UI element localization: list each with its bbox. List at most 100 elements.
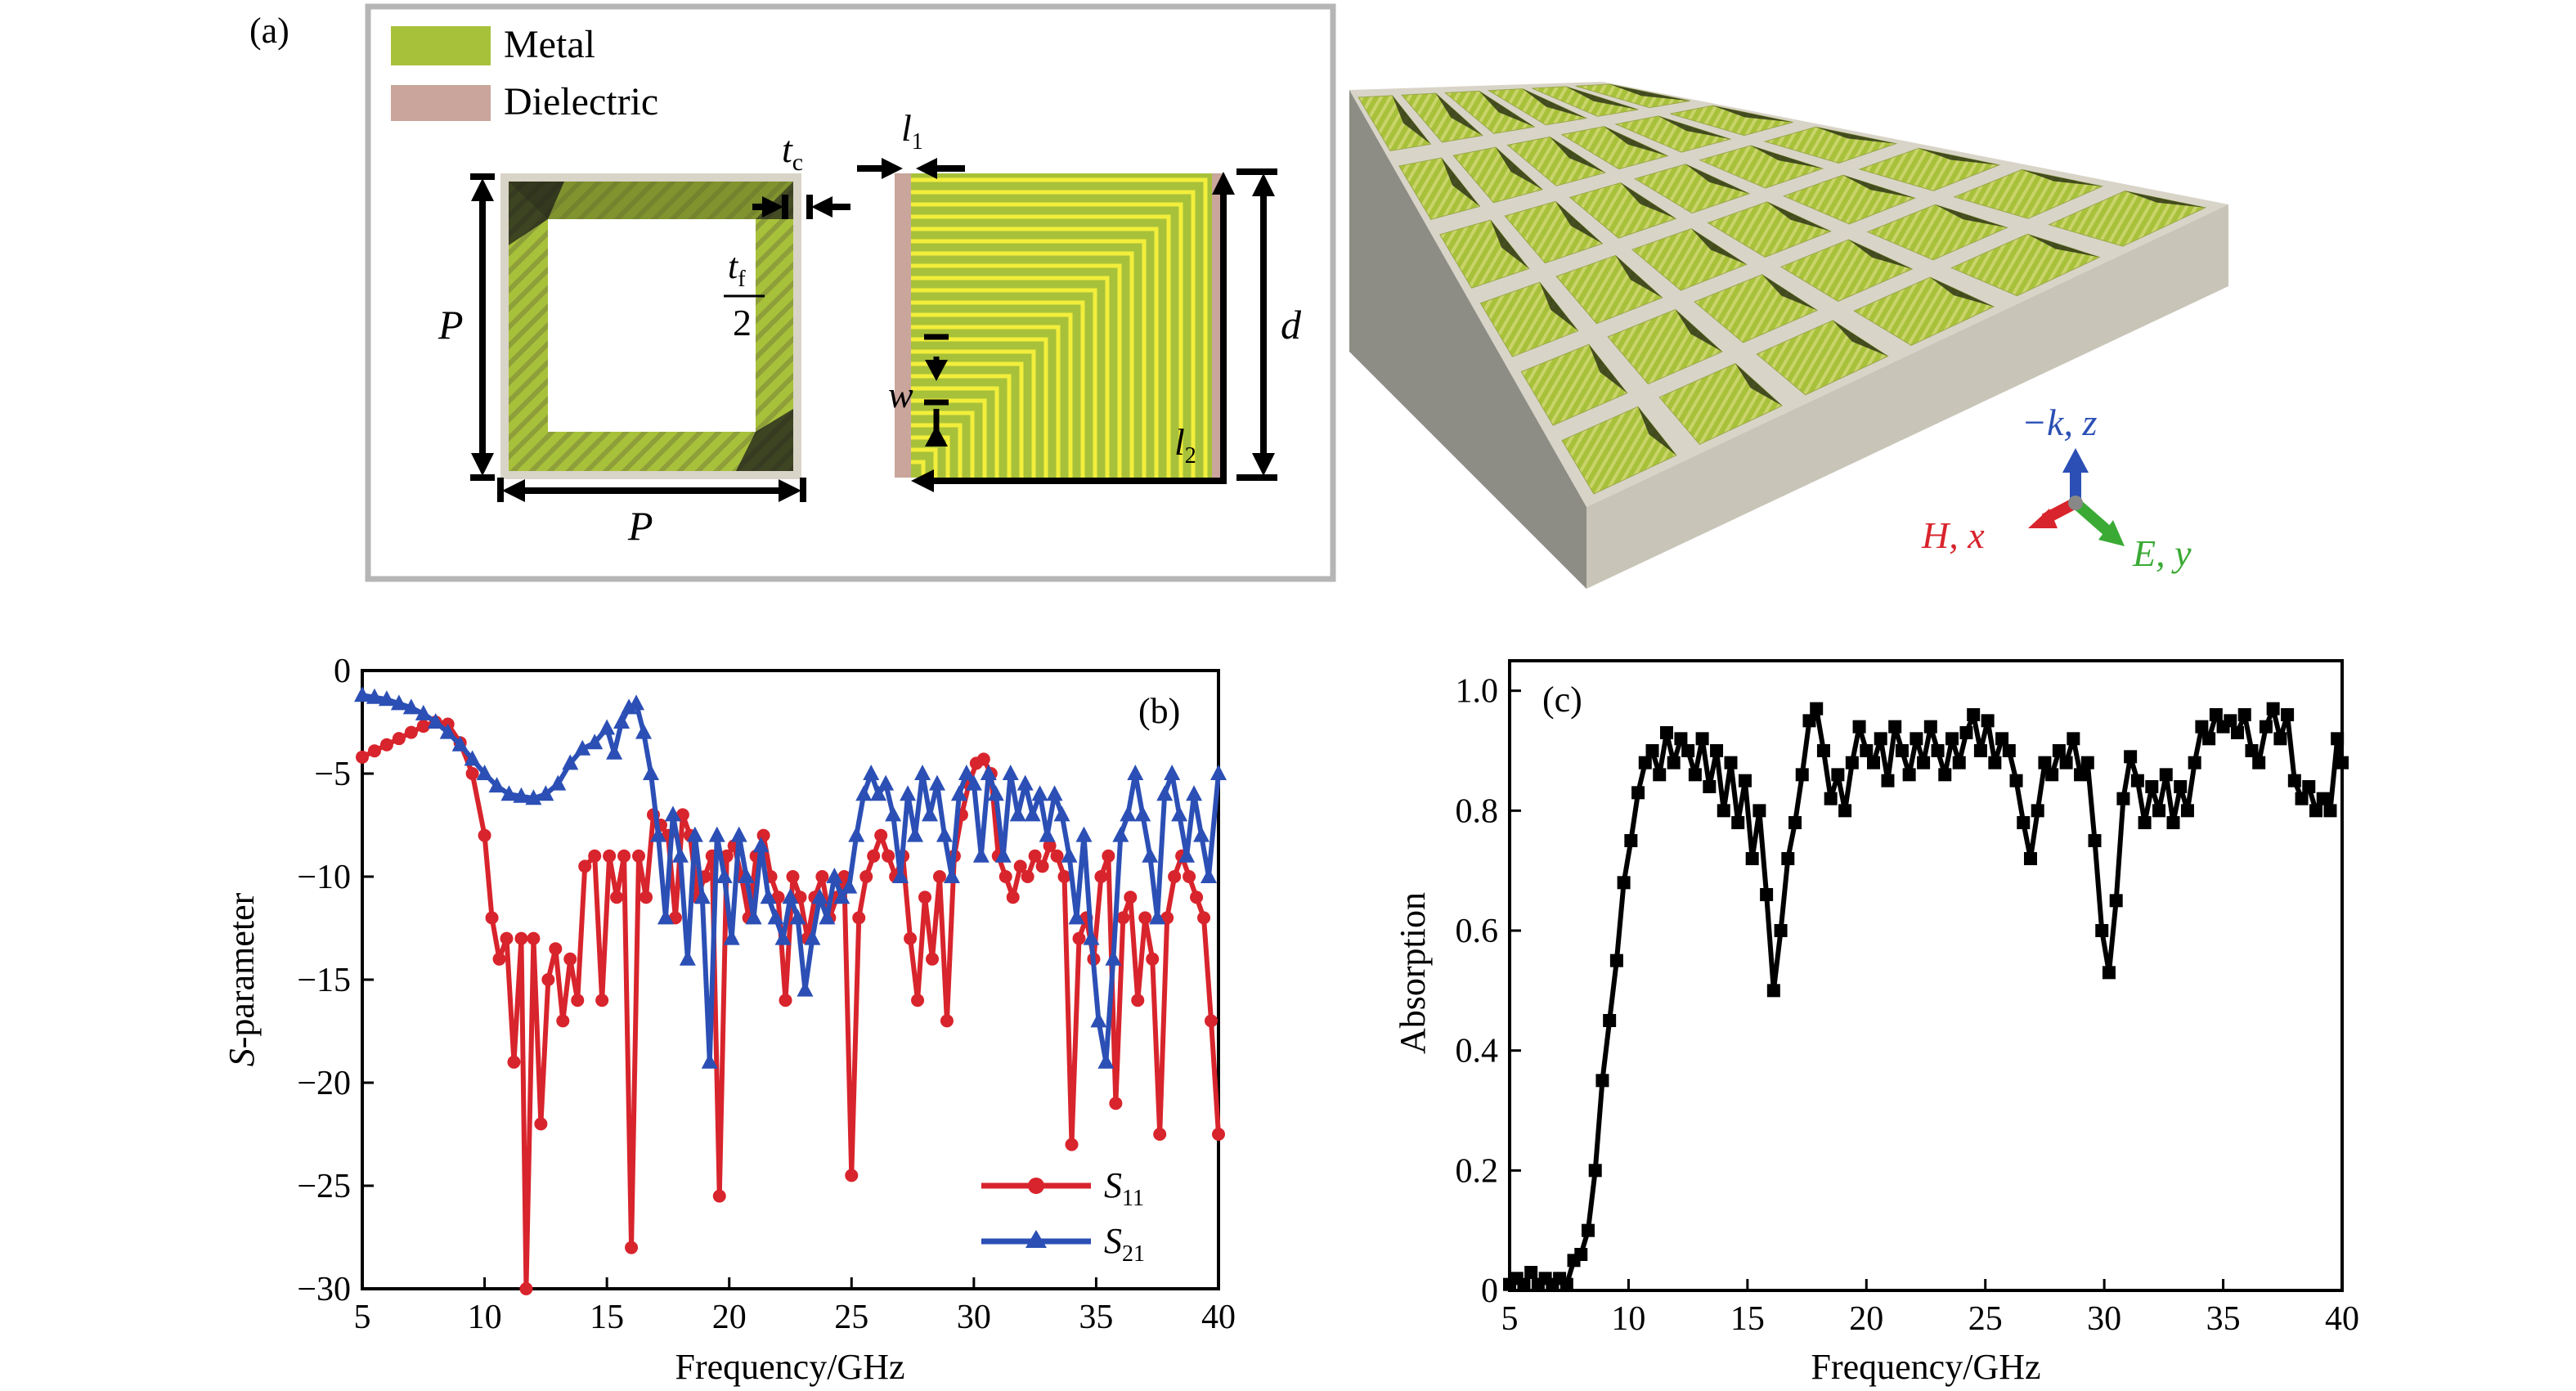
chart-c-point: [2224, 714, 2237, 728]
chart-b-point: [1149, 909, 1166, 925]
array-cell-shadow: [1609, 84, 1690, 101]
chart-b-panel-label: (b): [1138, 691, 1180, 731]
chart-b-point: [1102, 849, 1115, 863]
array-cell-shadow: [1539, 282, 1578, 331]
chart-c-point: [2209, 708, 2223, 721]
chart-c-ytick-label: 0: [1481, 1272, 1498, 1310]
chart-b-point: [1083, 929, 1100, 945]
chart-c-point: [2045, 768, 2059, 782]
chart-b-point: [708, 826, 725, 842]
chart-c-xtick-label: 25: [1968, 1300, 2003, 1338]
chart-c-point: [1824, 792, 1838, 805]
comb-stripe: [911, 423, 963, 478]
chart-b-point: [1171, 805, 1188, 822]
chart-c-point: [2174, 780, 2188, 793]
chart-b-point: [402, 698, 420, 715]
chart-b-point: [527, 931, 541, 945]
side-comb-lines: [911, 177, 1208, 478]
chart-b-point: [1006, 891, 1020, 904]
chart-c-point: [2323, 804, 2337, 818]
chart-c-point: [1703, 780, 1717, 793]
chart-c-point: [2295, 792, 2309, 805]
chart-b-point: [760, 888, 777, 904]
chart-b-point: [723, 929, 740, 945]
comb-stripe: [911, 263, 1122, 478]
array-cell-shadow: [1750, 146, 1823, 169]
chart-c-point: [1695, 732, 1709, 746]
dim-p-horizontal-arrow-left: [502, 479, 525, 502]
chart-b-point: [390, 694, 407, 711]
chart-b-plot-frame: [361, 669, 1220, 1290]
chart-c-point: [1645, 744, 1659, 757]
chart-c-point: [2130, 774, 2144, 787]
chart-b-point: [745, 909, 762, 925]
chart-b-point: [926, 952, 940, 966]
comb-stripe: [911, 435, 950, 478]
dim-p-vertical-arrow-bottom: [471, 453, 494, 476]
chart-c-point: [1959, 726, 1973, 739]
legend-dielectric-swatch: [391, 85, 491, 121]
dim-p-bottom-label: P: [627, 503, 653, 549]
chart-c-point: [1902, 768, 1916, 782]
chart-b-point: [679, 949, 696, 966]
comb-stripe: [911, 300, 1085, 478]
chart-c-point: [2180, 804, 2194, 818]
chart-b-point: [793, 891, 807, 904]
chart-b-point: [513, 787, 530, 803]
chart-b-point: [507, 1055, 521, 1069]
chart-b-point: [914, 765, 931, 780]
chart-c-point: [1802, 714, 1816, 728]
chart-b-point: [632, 849, 646, 863]
chart-b-point: [701, 1052, 718, 1069]
chart-b-point: [476, 765, 493, 780]
chart-b-point: [664, 805, 681, 822]
comb-stripe: [911, 460, 926, 478]
chart-b-point: [366, 688, 383, 704]
legend-metal-swatch: [391, 26, 491, 65]
chart-c-point: [1609, 954, 1623, 967]
chart-c-ytick-label: 0.8: [1456, 792, 1499, 830]
chart-b-point: [606, 743, 623, 760]
chart-b-point: [1097, 1052, 1115, 1069]
chart-b-point: [1120, 805, 1137, 822]
chart-b-point: [1212, 1128, 1225, 1141]
chart-b-point: [1105, 949, 1122, 966]
array-cell-shadow: [1833, 320, 1888, 357]
chart-c-point: [2159, 768, 2173, 782]
array-cell-shadow: [1441, 157, 1480, 207]
chart-b-point: [525, 789, 542, 805]
chart-c-xtick-label: 15: [1730, 1300, 1765, 1338]
chart-b-ytick-label: −15: [297, 962, 351, 999]
comb-stripe: [911, 214, 1171, 478]
chart-b-point: [1090, 1012, 1107, 1028]
chart-b-point: [1043, 839, 1057, 853]
axis-ey-label: E, y: [2132, 532, 2192, 574]
chart-b-point: [1021, 870, 1034, 883]
chart-c-point: [1874, 732, 1887, 746]
chart-b-point: [1134, 805, 1151, 822]
chart-b-point: [464, 750, 481, 766]
frame-dark-top: [509, 182, 793, 219]
array-cell-shadow: [1490, 220, 1529, 269]
array-cell-shadow: [1930, 277, 1994, 307]
chart-c-point: [2202, 732, 2216, 746]
chart-c-point: [1638, 756, 1652, 770]
comb-stripe: [911, 411, 975, 478]
chart-b-point: [1013, 859, 1027, 873]
chart-b-point: [918, 891, 932, 904]
chart-c-point: [2195, 720, 2209, 734]
chart-b-point: [649, 826, 666, 842]
array-cell-shadow: [1815, 127, 1896, 144]
comb-stripe: [911, 190, 1196, 478]
comb-stripe: [911, 202, 1183, 478]
chart-b-point: [488, 777, 505, 793]
chart-b-point: [586, 734, 604, 750]
chart-c-point: [1752, 804, 1766, 818]
chart-c-point: [1838, 804, 1852, 818]
chart-b-ylabel: S-parameter: [222, 892, 262, 1066]
axis-hx-label: H, x: [1921, 514, 1985, 556]
chart-c-point: [2088, 834, 2102, 847]
chart-c-point: [1910, 732, 1923, 746]
chart-c-plot-frame: [1508, 659, 2344, 1292]
chart-b-point: [595, 994, 609, 1007]
